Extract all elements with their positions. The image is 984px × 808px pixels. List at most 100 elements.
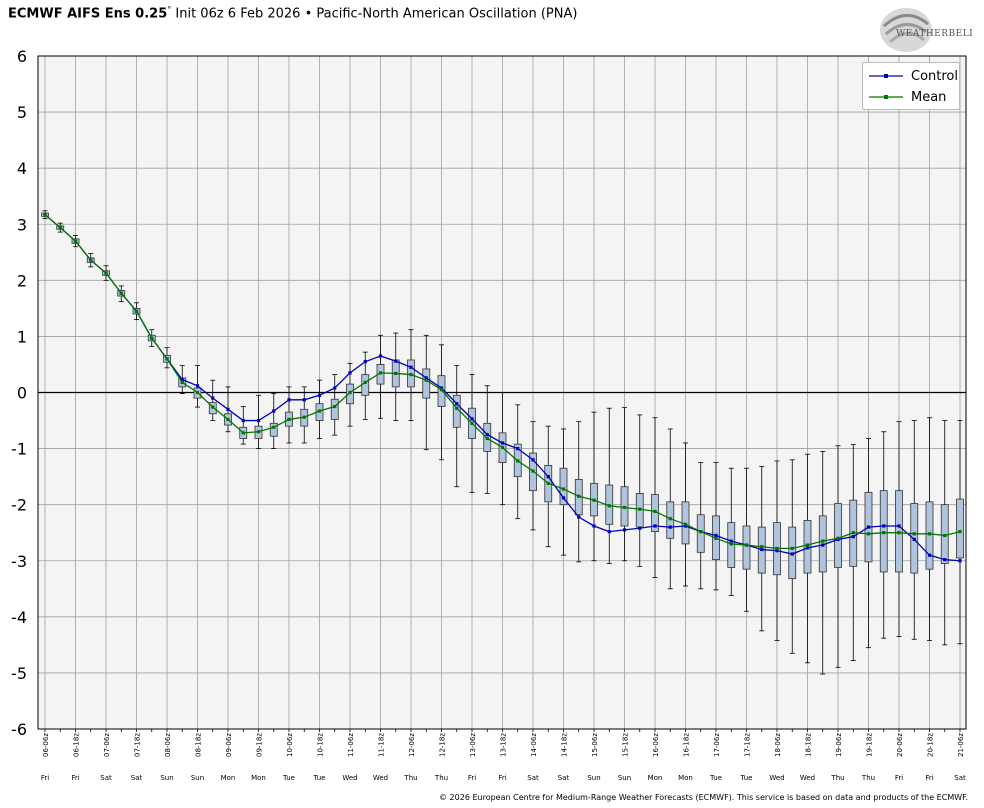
- series-point-control: [912, 537, 916, 542]
- day-label: Mon: [648, 774, 663, 782]
- x-tick-label: 06-06z: [42, 733, 50, 757]
- x-tick-label: 08-06z: [164, 733, 172, 757]
- series-point-control: [866, 525, 871, 529]
- x-tick-label: 19-06z: [835, 733, 843, 757]
- x-tick-label: 17-06z: [713, 733, 721, 757]
- series-point-mean: [927, 532, 932, 536]
- series-point-control: [622, 528, 627, 532]
- day-label: Tue: [313, 774, 326, 782]
- series-point-mean: [165, 357, 169, 361]
- series-point-mean: [58, 226, 62, 230]
- series-point-mean: [668, 517, 672, 521]
- iqr-box: [269, 422, 278, 437]
- x-tick-label: 12-18z: [439, 733, 447, 757]
- series-point-mean: [119, 291, 123, 295]
- series-point-control: [470, 417, 474, 421]
- iqr-box: [925, 501, 934, 570]
- x-tick-label: 06-18z: [73, 733, 81, 757]
- day-label: Thu: [403, 774, 417, 782]
- series-point-mean: [470, 421, 474, 425]
- day-label: Fri: [895, 774, 903, 782]
- series-point-control: [897, 524, 901, 528]
- copyright-note: © 2026 European Centre for Medium-Range …: [439, 793, 968, 802]
- series-point-mean: [729, 542, 733, 546]
- series-point-mean: [439, 388, 444, 392]
- x-tick-label: 10-18z: [317, 733, 325, 757]
- series-point-mean: [409, 372, 413, 377]
- weatherbell-logo: WEATHERBELL: [876, 4, 975, 56]
- series-point-mean: [744, 543, 749, 547]
- series-point-mean: [607, 504, 611, 508]
- series-point-control: [516, 446, 520, 451]
- series-point-mean: [485, 436, 489, 441]
- x-tick-label: 20-18z: [927, 733, 935, 757]
- series-point-mean: [104, 271, 108, 275]
- y-tick-label: 5: [17, 103, 27, 122]
- day-label: Wed: [800, 774, 815, 782]
- series-point-control: [500, 441, 505, 445]
- series-point-mean: [150, 336, 154, 340]
- series-point-control: [302, 398, 306, 402]
- series-point-mean: [638, 507, 642, 511]
- y-tick-label: -4: [11, 608, 27, 627]
- x-tick-label: 14-18z: [561, 733, 569, 757]
- series-point-control: [226, 407, 230, 411]
- series-point-mean: [333, 404, 337, 409]
- y-tick-label: 2: [17, 271, 27, 290]
- series-point-mean: [516, 459, 520, 463]
- series-point-control: [683, 524, 688, 528]
- series-point-mean: [211, 405, 215, 409]
- series-point-mean: [882, 531, 886, 535]
- x-tick-label: 21-06z: [957, 733, 965, 757]
- title-rest: Init 06z 6 Feb 2026 • Pacific-North Amer…: [171, 6, 578, 22]
- series-point-control: [424, 376, 428, 380]
- y-tick-label: 4: [17, 159, 27, 178]
- legend-item-control: Control: [869, 66, 958, 86]
- x-tick-label: 09-18z: [256, 733, 264, 757]
- series-point-mean: [622, 505, 627, 510]
- day-label: Tue: [282, 774, 295, 782]
- iqr-box: [696, 514, 705, 553]
- series-point-control: [241, 418, 245, 423]
- series-point-control: [409, 365, 413, 369]
- day-label: Sun: [160, 774, 173, 782]
- y-tick-label: -6: [11, 720, 27, 739]
- series-point-control: [531, 458, 535, 462]
- series-point-mean: [714, 536, 718, 540]
- x-tick-label: 18-18z: [805, 733, 813, 757]
- x-tick-label: 10-06z: [286, 733, 294, 757]
- x-tick-label: 17-18z: [744, 733, 752, 757]
- y-tick-label: -3: [11, 552, 27, 571]
- x-tick-label: 18-06z: [774, 733, 782, 757]
- series-point-mean: [851, 531, 855, 535]
- series-point-control: [775, 549, 779, 553]
- series-point-mean: [531, 469, 535, 473]
- iqr-box: [361, 374, 370, 396]
- x-tick-label: 07-18z: [134, 733, 142, 757]
- series-point-mean: [424, 378, 428, 382]
- series-point-control: [378, 354, 383, 358]
- x-tick-label: 13-06z: [469, 733, 477, 757]
- series-point-mean: [790, 546, 794, 551]
- day-label: Sun: [191, 774, 204, 782]
- series-point-control: [272, 409, 276, 413]
- day-label: Fri: [41, 774, 49, 782]
- day-label: Thu: [434, 774, 448, 782]
- day-label: Mon: [251, 774, 266, 782]
- legend: Control Mean: [862, 62, 960, 110]
- day-label: Thu: [830, 774, 844, 782]
- day-label: Thu: [861, 774, 875, 782]
- y-tick-label: 3: [17, 215, 27, 234]
- series-point-control: [668, 525, 672, 529]
- series-point-control: [546, 475, 550, 479]
- series-point-mean: [958, 529, 962, 534]
- series-point-mean: [821, 539, 825, 543]
- series-point-control: [287, 398, 291, 402]
- series-point-mean: [348, 390, 352, 395]
- series-point-mean: [302, 415, 306, 419]
- day-label: Mon: [221, 774, 236, 782]
- y-tick-label: -1: [11, 440, 27, 459]
- x-tick-label: 11-06z: [347, 733, 355, 757]
- x-tick-label: 12-06z: [408, 733, 416, 757]
- day-label: Fri: [925, 774, 933, 782]
